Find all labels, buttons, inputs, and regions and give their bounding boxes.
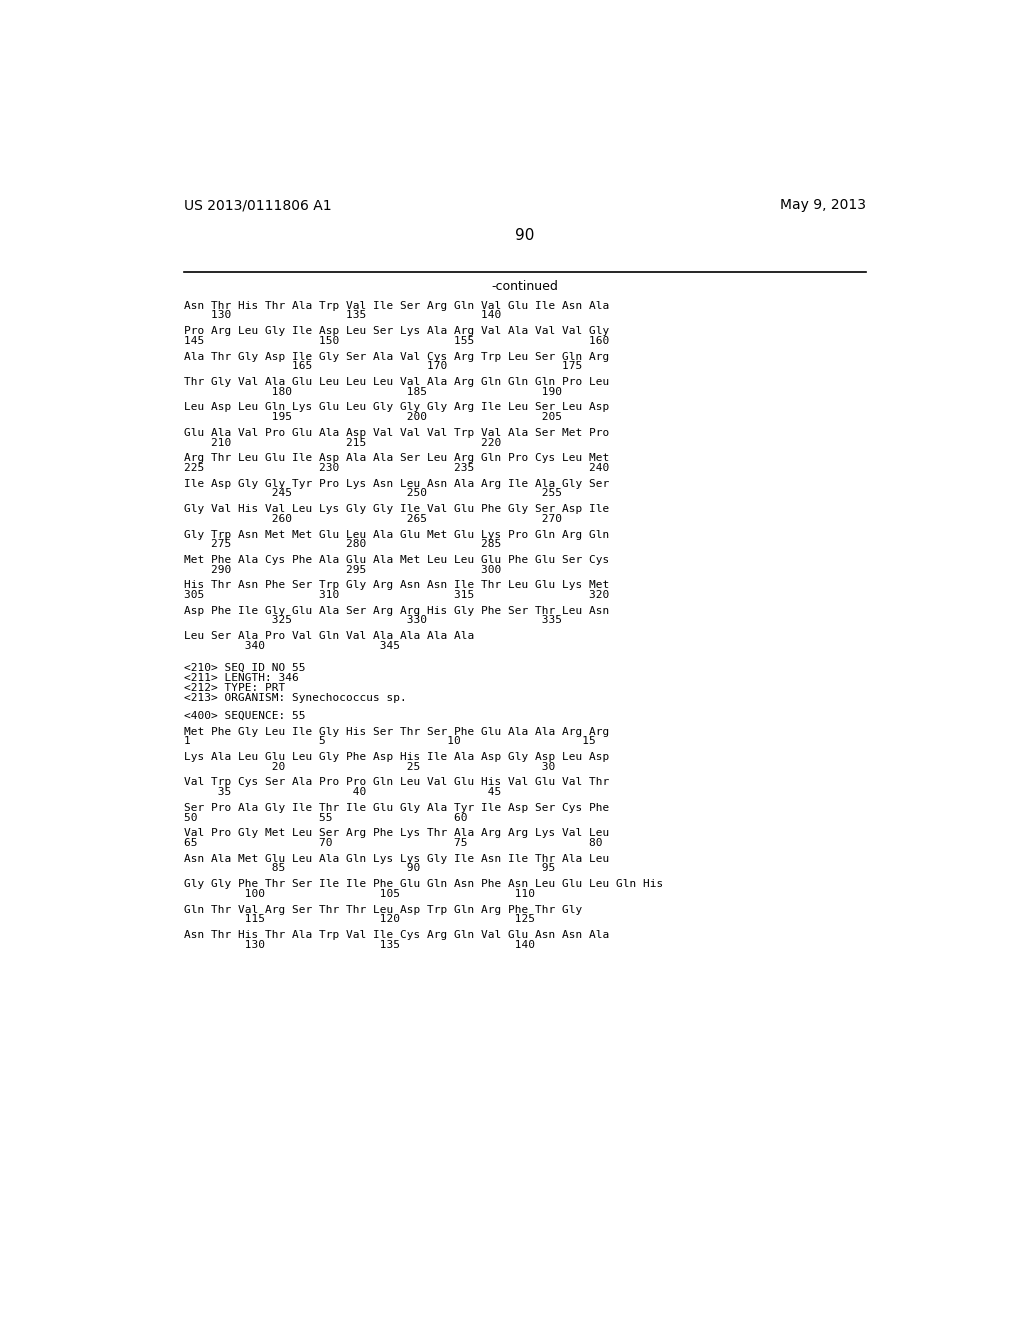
Text: Ser Pro Ala Gly Ile Thr Ile Glu Gly Ala Tyr Ile Asp Ser Cys Phe: Ser Pro Ala Gly Ile Thr Ile Glu Gly Ala … <box>183 803 609 813</box>
Text: US 2013/0111806 A1: US 2013/0111806 A1 <box>183 198 332 213</box>
Text: 245                 250                 255: 245 250 255 <box>183 488 562 499</box>
Text: 20                  25                  30: 20 25 30 <box>183 762 555 772</box>
Text: Asn Thr His Thr Ala Trp Val Ile Cys Arg Gln Val Glu Asn Asn Ala: Asn Thr His Thr Ala Trp Val Ile Cys Arg … <box>183 929 609 940</box>
Text: Asn Thr His Thr Ala Trp Val Ile Ser Arg Gln Val Glu Ile Asn Ala: Asn Thr His Thr Ala Trp Val Ile Ser Arg … <box>183 301 609 310</box>
Text: His Thr Asn Phe Ser Trp Gly Arg Asn Asn Ile Thr Leu Glu Lys Met: His Thr Asn Phe Ser Trp Gly Arg Asn Asn … <box>183 581 609 590</box>
Text: Leu Ser Ala Pro Val Gln Val Ala Ala Ala Ala: Leu Ser Ala Pro Val Gln Val Ala Ala Ala … <box>183 631 474 642</box>
Text: 260                 265                 270: 260 265 270 <box>183 513 562 524</box>
Text: 130                 135                 140: 130 135 140 <box>183 940 535 949</box>
Text: Asn Ala Met Glu Leu Ala Gln Lys Lys Gly Ile Asn Ile Thr Ala Leu: Asn Ala Met Glu Leu Ala Gln Lys Lys Gly … <box>183 854 609 863</box>
Text: 35                  40                  45: 35 40 45 <box>183 787 501 797</box>
Text: 225                 230                 235                 240: 225 230 235 240 <box>183 463 609 473</box>
Text: <213> ORGANISM: Synechococcus sp.: <213> ORGANISM: Synechococcus sp. <box>183 693 407 702</box>
Text: <210> SEQ ID NO 55: <210> SEQ ID NO 55 <box>183 663 305 673</box>
Text: 325                 330                 335: 325 330 335 <box>183 615 562 626</box>
Text: Gly Val His Val Leu Lys Gly Gly Ile Val Glu Phe Gly Ser Asp Ile: Gly Val His Val Leu Lys Gly Gly Ile Val … <box>183 504 609 513</box>
Text: 305                 310                 315                 320: 305 310 315 320 <box>183 590 609 601</box>
Text: 195                 200                 205: 195 200 205 <box>183 412 562 422</box>
Text: Arg Thr Leu Glu Ile Asp Ala Ala Ser Leu Arg Gln Pro Cys Leu Met: Arg Thr Leu Glu Ile Asp Ala Ala Ser Leu … <box>183 453 609 463</box>
Text: Val Pro Gly Met Leu Ser Arg Phe Lys Thr Ala Arg Arg Lys Val Leu: Val Pro Gly Met Leu Ser Arg Phe Lys Thr … <box>183 829 609 838</box>
Text: 85                  90                  95: 85 90 95 <box>183 863 555 874</box>
Text: 115                 120                 125: 115 120 125 <box>183 915 535 924</box>
Text: 165                 170                 175: 165 170 175 <box>183 362 582 371</box>
Text: Ala Thr Gly Asp Ile Gly Ser Ala Val Cys Arg Trp Leu Ser Gln Arg: Ala Thr Gly Asp Ile Gly Ser Ala Val Cys … <box>183 351 609 362</box>
Text: 100                 105                 110: 100 105 110 <box>183 888 535 899</box>
Text: 290                 295                 300: 290 295 300 <box>183 565 501 574</box>
Text: Gln Thr Val Arg Ser Thr Thr Leu Asp Trp Gln Arg Phe Thr Gly: Gln Thr Val Arg Ser Thr Thr Leu Asp Trp … <box>183 904 582 915</box>
Text: Val Trp Cys Ser Ala Pro Pro Gln Leu Val Glu His Val Glu Val Thr: Val Trp Cys Ser Ala Pro Pro Gln Leu Val … <box>183 777 609 788</box>
Text: Lys Ala Leu Glu Leu Gly Phe Asp His Ile Ala Asp Gly Asp Leu Asp: Lys Ala Leu Glu Leu Gly Phe Asp His Ile … <box>183 752 609 762</box>
Text: Glu Ala Val Pro Glu Ala Asp Val Val Val Trp Val Ala Ser Met Pro: Glu Ala Val Pro Glu Ala Asp Val Val Val … <box>183 428 609 438</box>
Text: 1                   5                  10                  15: 1 5 10 15 <box>183 737 596 746</box>
Text: <211> LENGTH: 346: <211> LENGTH: 346 <box>183 673 299 682</box>
Text: 340                 345: 340 345 <box>183 640 399 651</box>
Text: 275                 280                 285: 275 280 285 <box>183 539 501 549</box>
Text: Met Phe Ala Cys Phe Ala Glu Ala Met Leu Leu Glu Phe Glu Ser Cys: Met Phe Ala Cys Phe Ala Glu Ala Met Leu … <box>183 554 609 565</box>
Text: 180                 185                 190: 180 185 190 <box>183 387 562 397</box>
Text: 65                  70                  75                  80: 65 70 75 80 <box>183 838 602 847</box>
Text: Met Phe Gly Leu Ile Gly His Ser Thr Ser Phe Glu Ala Ala Arg Arg: Met Phe Gly Leu Ile Gly His Ser Thr Ser … <box>183 726 609 737</box>
Text: -continued: -continued <box>492 280 558 293</box>
Text: 130                 135                 140: 130 135 140 <box>183 310 501 321</box>
Text: <212> TYPE: PRT: <212> TYPE: PRT <box>183 682 285 693</box>
Text: Asp Phe Ile Gly Glu Ala Ser Arg Arg His Gly Phe Ser Thr Leu Asn: Asp Phe Ile Gly Glu Ala Ser Arg Arg His … <box>183 606 609 615</box>
Text: Leu Asp Leu Gln Lys Glu Leu Gly Gly Gly Arg Ile Leu Ser Leu Asp: Leu Asp Leu Gln Lys Glu Leu Gly Gly Gly … <box>183 403 609 412</box>
Text: Thr Gly Val Ala Glu Leu Leu Leu Val Ala Arg Gln Gln Gln Pro Leu: Thr Gly Val Ala Glu Leu Leu Leu Val Ala … <box>183 378 609 387</box>
Text: Gly Gly Phe Thr Ser Ile Ile Phe Glu Gln Asn Phe Asn Leu Glu Leu Gln His: Gly Gly Phe Thr Ser Ile Ile Phe Glu Gln … <box>183 879 664 890</box>
Text: Gly Trp Asn Met Met Glu Leu Ala Glu Met Glu Lys Pro Gln Arg Gln: Gly Trp Asn Met Met Glu Leu Ala Glu Met … <box>183 529 609 540</box>
Text: Ile Asp Gly Gly Tyr Pro Lys Asn Leu Asn Ala Arg Ile Ala Gly Ser: Ile Asp Gly Gly Tyr Pro Lys Asn Leu Asn … <box>183 479 609 488</box>
Text: 210                 215                 220: 210 215 220 <box>183 437 501 447</box>
Text: May 9, 2013: May 9, 2013 <box>780 198 866 213</box>
Text: 50                  55                  60: 50 55 60 <box>183 813 467 822</box>
Text: Pro Arg Leu Gly Ile Asp Leu Ser Lys Ala Arg Val Ala Val Val Gly: Pro Arg Leu Gly Ile Asp Leu Ser Lys Ala … <box>183 326 609 337</box>
Text: 90: 90 <box>515 227 535 243</box>
Text: 145                 150                 155                 160: 145 150 155 160 <box>183 335 609 346</box>
Text: <400> SEQUENCE: 55: <400> SEQUENCE: 55 <box>183 710 305 721</box>
